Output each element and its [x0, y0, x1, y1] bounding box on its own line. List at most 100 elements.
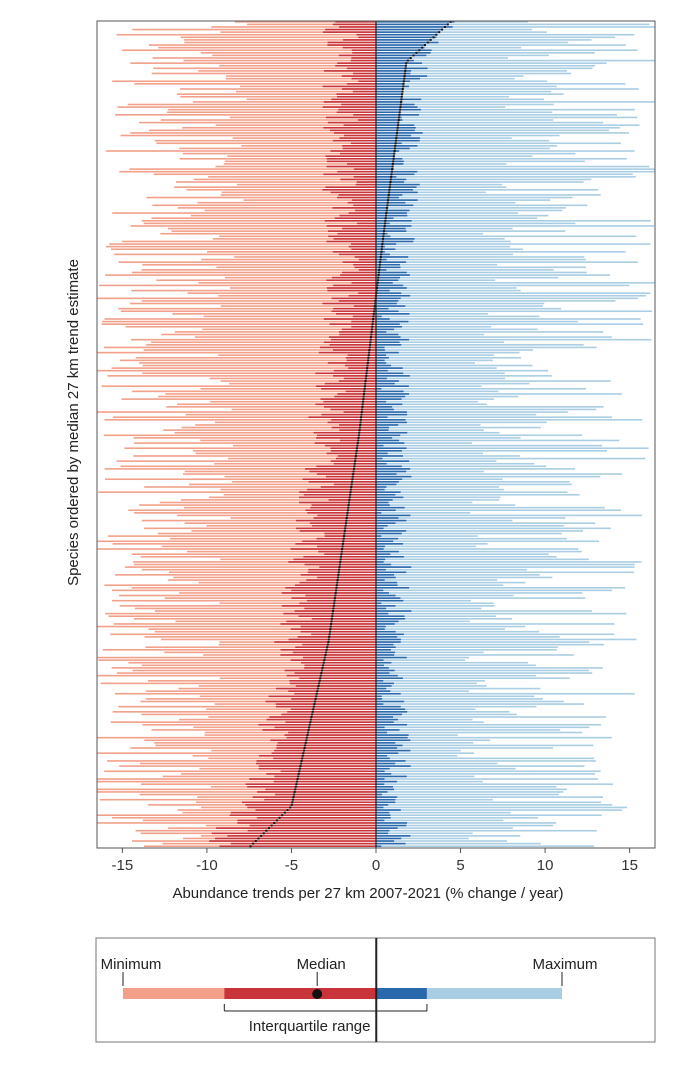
species-negative-iqr	[341, 328, 376, 331]
species-positive-range	[376, 589, 613, 592]
species-median-point	[371, 323, 374, 326]
species-bar	[211, 749, 461, 752]
species-negative-range	[125, 325, 376, 328]
species-negative-range	[179, 592, 376, 594]
species-median-point	[441, 28, 444, 31]
species-median-point	[313, 703, 316, 706]
species-bar	[111, 667, 603, 669]
species-positive-iqr	[376, 150, 400, 152]
species-negative-range	[97, 780, 376, 783]
species-positive-iqr	[376, 271, 407, 274]
species-positive-iqr	[376, 243, 397, 245]
species-bar	[151, 217, 538, 220]
species-negative-iqr	[304, 664, 376, 667]
species-negative-range	[131, 271, 376, 274]
species-median-point	[378, 263, 381, 266]
species-positive-iqr	[376, 594, 396, 597]
species-positive-range	[376, 514, 643, 517]
species-positive-range	[376, 421, 547, 424]
species-positive-range	[376, 512, 471, 514]
species-negative-iqr	[340, 178, 376, 181]
species-positive-iqr	[376, 669, 395, 672]
species-positive-iqr	[376, 824, 407, 827]
species-median-point	[384, 219, 387, 222]
species-negative-range	[120, 134, 376, 137]
species-median-point	[401, 87, 404, 90]
species-bar	[119, 605, 495, 607]
species-positive-iqr	[376, 773, 392, 775]
species-positive-iqr	[376, 540, 394, 543]
species-negative-iqr	[320, 486, 376, 488]
species-positive-range	[376, 416, 612, 419]
species-median-point	[404, 67, 407, 70]
species-positive-iqr	[376, 437, 393, 439]
species-negative-range	[133, 563, 376, 566]
species-positive-iqr	[376, 811, 390, 814]
species-negative-range	[168, 571, 376, 574]
species-bar	[111, 367, 497, 369]
species-positive-iqr	[376, 829, 390, 832]
species-positive-iqr	[376, 605, 396, 607]
species-positive-range	[376, 561, 642, 563]
species-positive-range	[376, 318, 641, 320]
species-positive-iqr	[376, 584, 398, 586]
species-median-point	[381, 243, 384, 246]
species-median-point	[385, 209, 388, 212]
species-bar	[198, 282, 655, 284]
species-negative-range	[171, 230, 376, 232]
species-negative-iqr	[280, 649, 376, 651]
species-negative-iqr	[347, 201, 376, 204]
legend-maximum-label: Maximum	[532, 956, 597, 973]
species-negative-iqr	[298, 501, 376, 504]
species-median-point	[319, 677, 322, 680]
species-negative-range	[195, 424, 376, 426]
species-bar	[97, 736, 612, 739]
species-positive-range	[376, 325, 492, 328]
species-median-point	[354, 457, 357, 460]
species-negative-range	[231, 408, 376, 411]
species-bar	[179, 88, 639, 90]
species-positive-range	[376, 204, 588, 207]
species-positive-range	[376, 271, 587, 274]
species-positive-iqr	[376, 341, 400, 344]
species-positive-iqr	[376, 52, 431, 54]
species-positive-range	[376, 517, 566, 519]
species-positive-range	[376, 287, 517, 289]
species-positive-iqr	[376, 111, 400, 114]
species-positive-iqr	[376, 227, 406, 230]
species-positive-iqr	[376, 690, 391, 692]
species-bar	[168, 579, 498, 581]
species-negative-iqr	[289, 680, 376, 682]
species-negative-iqr	[353, 114, 376, 116]
x-axis: -15 -10 -5 0 5 10 15	[112, 848, 638, 874]
species-positive-iqr	[376, 59, 414, 62]
species-bar	[125, 566, 635, 568]
species-bar	[130, 132, 630, 134]
species-positive-range	[376, 403, 487, 406]
species-negative-range	[144, 636, 376, 638]
species-positive-range	[376, 227, 513, 230]
species-positive-iqr	[376, 424, 399, 426]
species-negative-iqr	[326, 157, 376, 160]
species-negative-iqr	[348, 212, 376, 214]
species-positive-range	[376, 418, 643, 421]
species-positive-range	[376, 437, 521, 439]
species-bar	[183, 59, 655, 62]
species-positive-range	[376, 705, 537, 708]
species-positive-iqr	[376, 253, 390, 256]
species-positive-iqr	[376, 553, 391, 555]
species-negative-iqr	[324, 406, 376, 408]
species-negative-iqr	[357, 119, 376, 121]
species-bar	[214, 462, 535, 465]
species-median-point	[295, 783, 298, 786]
species-positive-range	[376, 669, 590, 672]
species-median-point	[348, 498, 351, 501]
species-negative-iqr	[322, 302, 376, 305]
species-positive-iqr	[376, 718, 399, 721]
species-negative-range	[108, 615, 376, 618]
species-median-point	[318, 682, 321, 685]
species-bar	[107, 760, 596, 762]
species-positive-range	[376, 351, 520, 354]
species-negative-iqr	[327, 421, 376, 424]
species-negative-range	[164, 651, 376, 654]
